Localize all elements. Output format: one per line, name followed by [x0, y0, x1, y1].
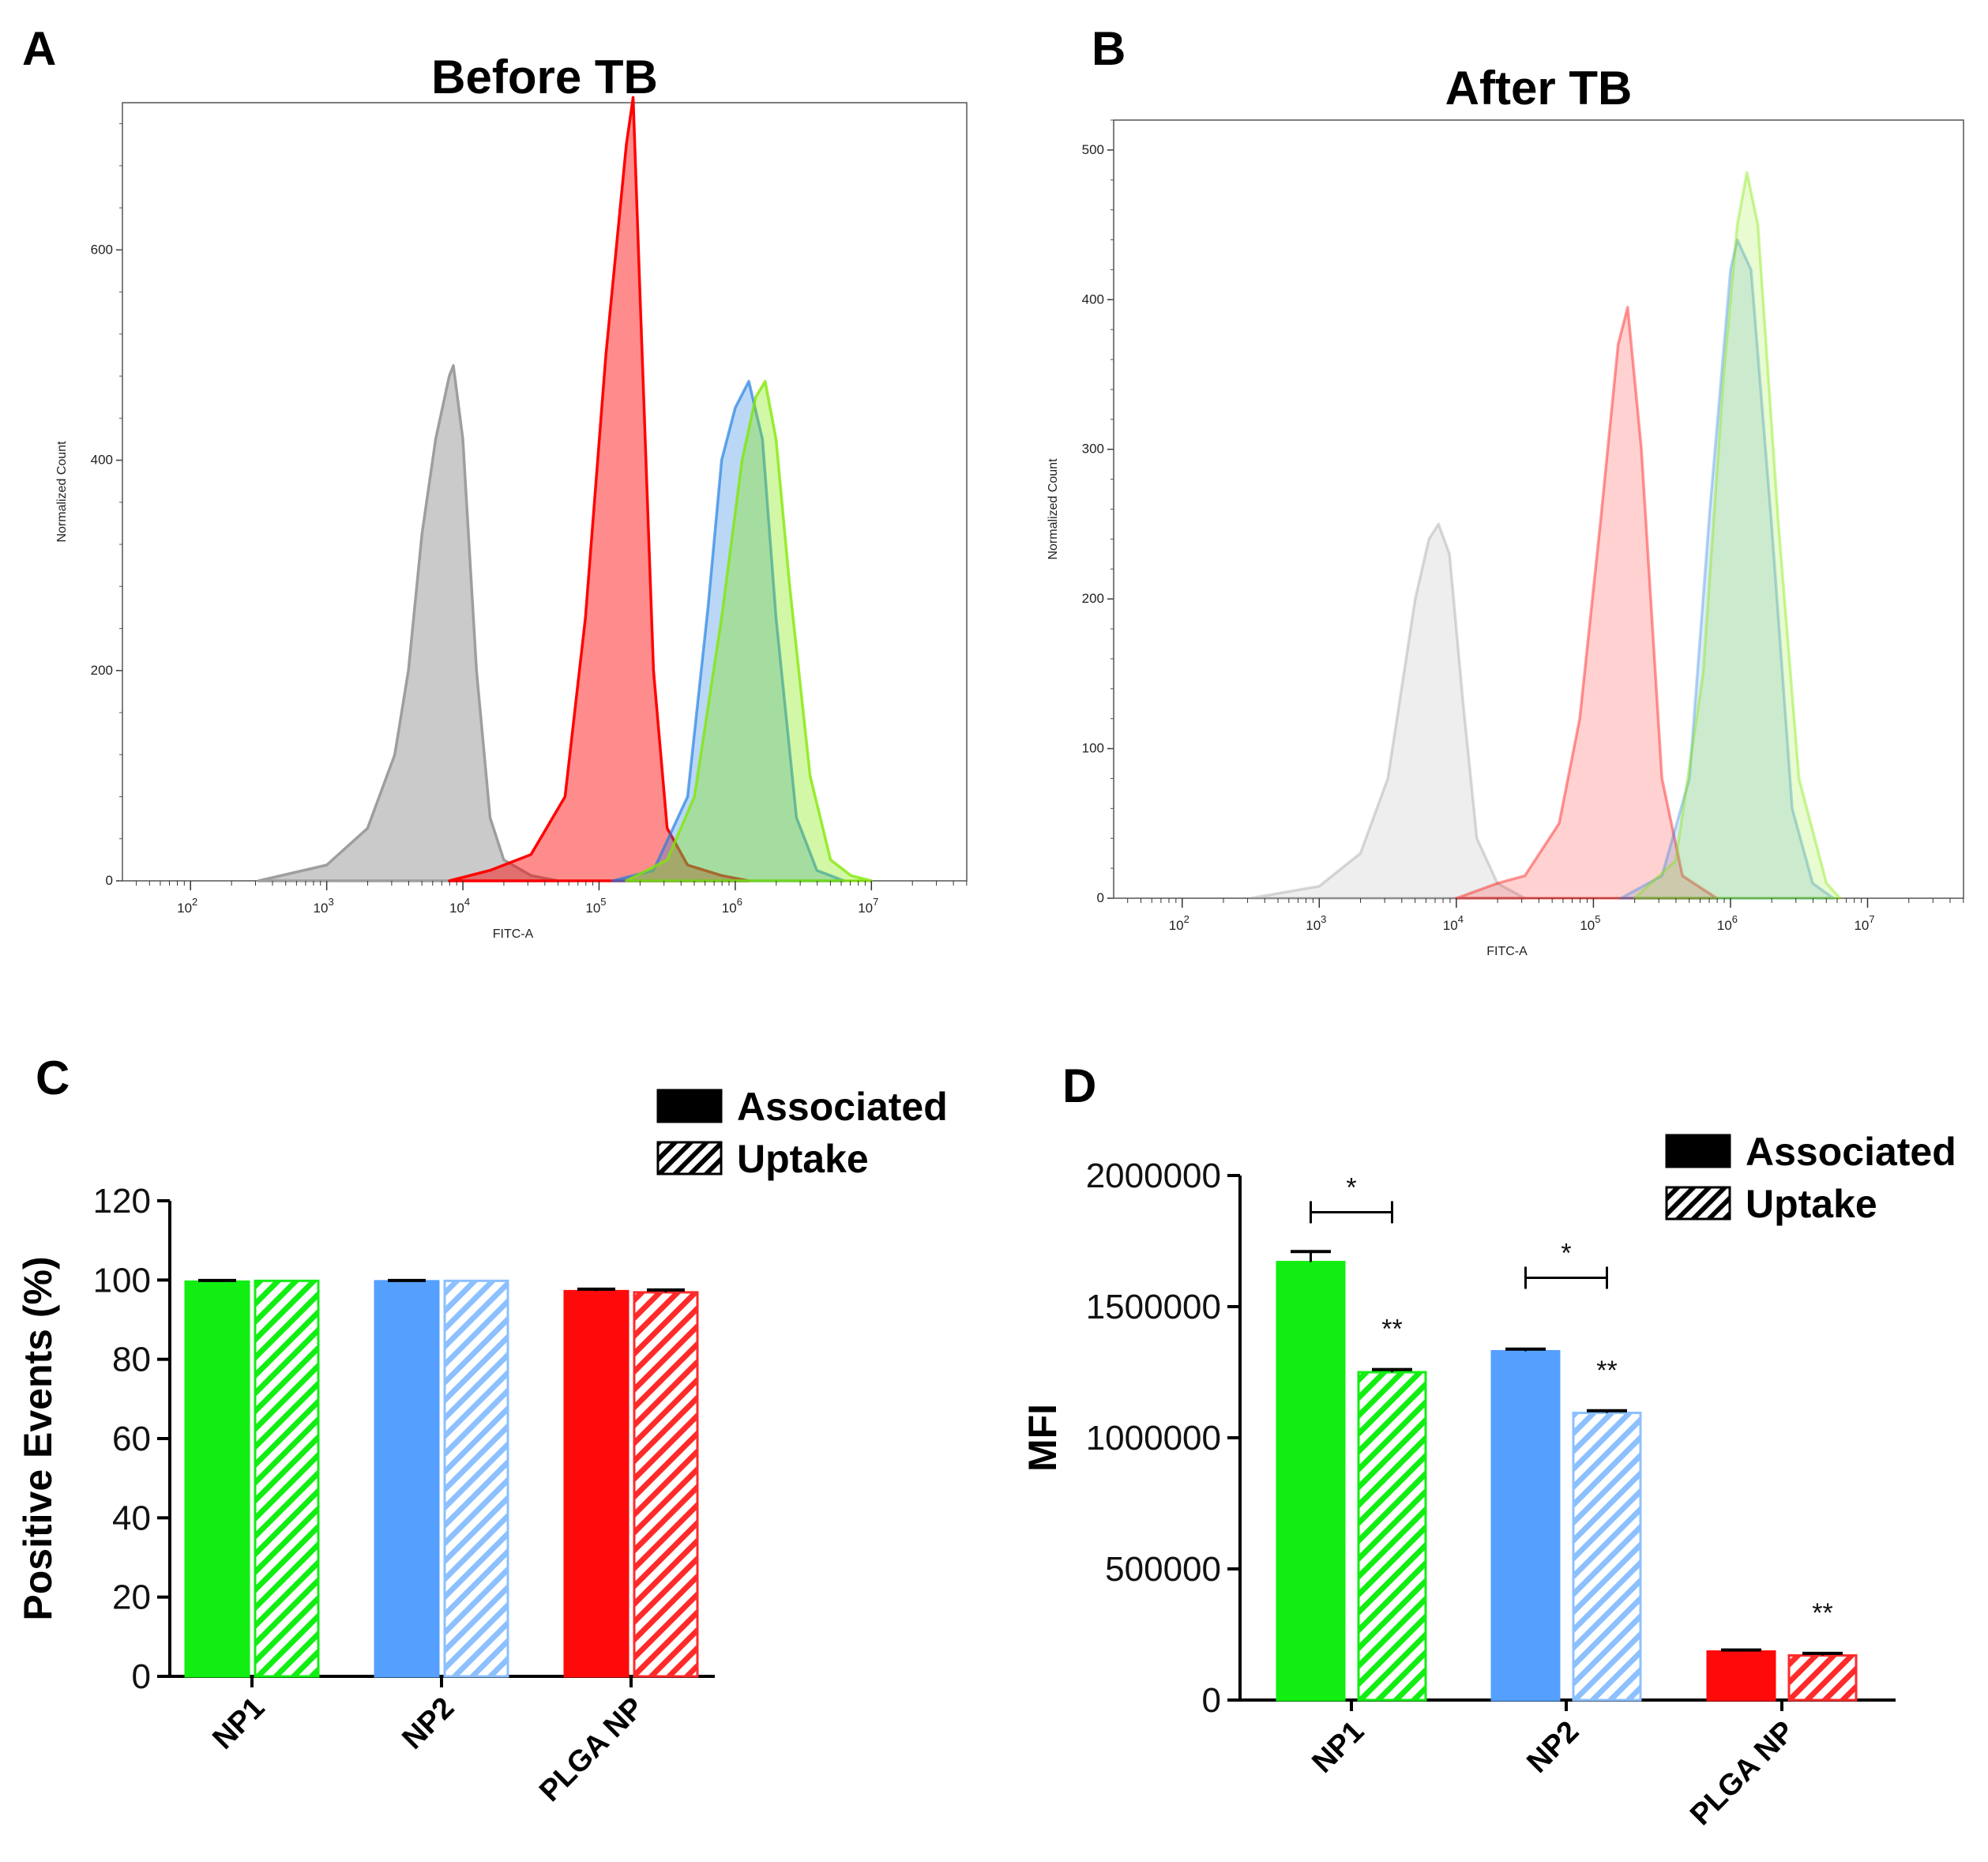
legend-swatch-uptake — [1665, 1186, 1731, 1221]
x-tick-label: 103 — [1306, 913, 1326, 933]
bar-np2-uptake — [1572, 1411, 1642, 1702]
x-tick-label: 107 — [858, 896, 878, 916]
x-tick-label: 103 — [314, 896, 334, 916]
y-tick-label: 100 — [1082, 741, 1104, 756]
bar-chart-positive-events: 0 20 40 60 80 100 120 Positive Events (%) NP1 NP2… — [16, 1085, 948, 1808]
histogram-untreated — [1249, 522, 1527, 900]
x-tick-label: NP2 — [396, 1691, 460, 1756]
y-tick-label: 0 — [132, 1657, 151, 1696]
y-tick-label: 80 — [112, 1341, 151, 1379]
plot-frame — [1113, 119, 1964, 899]
x-axis-label: FITC-A — [493, 927, 534, 941]
x-axis-label: FITC-A — [1486, 945, 1528, 958]
histogram-untreated — [257, 364, 560, 882]
legend-swatch-associated — [1665, 1134, 1731, 1168]
y-axis-label: MFI — [1020, 1404, 1065, 1472]
y-tick-label: 100 — [93, 1261, 151, 1300]
histogram-np1 — [625, 379, 874, 882]
y-axis-label: Normalized Count — [55, 441, 69, 543]
y-tick-label: 300 — [1082, 442, 1104, 457]
panel-label-b: B — [1092, 22, 1126, 75]
significance-label: ** — [1596, 1356, 1617, 1386]
x-tick-label: NP1 — [206, 1691, 271, 1756]
bar-plga-np-uptake — [633, 1291, 699, 1678]
y-tick-label: 400 — [91, 453, 113, 468]
legend-label-uptake: Uptake — [737, 1137, 869, 1181]
histogram-plga-np — [1455, 306, 1719, 900]
y-tick-label: 0 — [1202, 1681, 1221, 1720]
histogram-before-tb: Before TB 0 200 400 600 102 103 104 105 106 107 FIT… — [55, 51, 968, 941]
x-tick-label: 105 — [1580, 913, 1600, 933]
significance-label: ** — [1812, 1598, 1832, 1628]
panel-label-d: D — [1062, 1059, 1096, 1112]
y-axis-label: Normalized Count — [1047, 458, 1060, 560]
bar-np2-uptake — [443, 1279, 509, 1678]
bar-np1-uptake — [1357, 1371, 1427, 1702]
panel-label-a: A — [22, 22, 56, 75]
y-tick-label: 40 — [112, 1499, 151, 1537]
legend-swatch-uptake — [656, 1141, 723, 1176]
bar-plga-np-associated — [1706, 1650, 1776, 1702]
y-tick-label: 0 — [1097, 890, 1104, 905]
significance-label: ** — [1381, 1315, 1402, 1345]
bar-np1-associated — [1276, 1261, 1346, 1702]
histogram-np2 — [611, 379, 846, 882]
legend-label-uptake: Uptake — [1746, 1182, 1877, 1226]
panel-label-c: C — [36, 1051, 70, 1104]
x-tick-label: 102 — [177, 896, 197, 916]
significance-label: * — [1561, 1238, 1571, 1268]
significance-label: * — [1346, 1172, 1356, 1202]
chart-title: After TB — [1445, 62, 1633, 115]
x-tick-label: PLGA NP — [533, 1691, 650, 1808]
y-tick-label: 1000000 — [1086, 1419, 1221, 1458]
x-tick-label: 102 — [1169, 913, 1189, 933]
y-tick-label: 200 — [1082, 591, 1104, 606]
x-tick-label: 106 — [722, 896, 742, 916]
y-tick-label: 600 — [91, 242, 113, 257]
y-tick-label: 0 — [106, 873, 113, 888]
y-axis-label: Positive Events (%) — [16, 1256, 60, 1620]
histogram-after-tb: After TB 0 100 200 300 400 500 102 103 104 105 106 1… — [1047, 62, 1964, 958]
histogram-np1 — [1633, 171, 1842, 900]
x-tick-label: 107 — [1854, 913, 1874, 933]
y-tick-label: 120 — [93, 1182, 151, 1221]
bar-chart-mfi: 0 500000 1000000 1500000 2000000 MFI NP1 NP2 PLG… — [1020, 1130, 1956, 1832]
y-tick-label: 200 — [91, 663, 113, 678]
y-tick-label: 500 — [1082, 142, 1104, 157]
bar-np1-uptake — [254, 1279, 320, 1678]
x-tick-label: PLGA NP — [1684, 1715, 1801, 1832]
plot-frame — [122, 102, 968, 882]
chart-title: Before TB — [431, 51, 658, 103]
x-tick-label: 104 — [1443, 913, 1464, 933]
x-tick-label: 104 — [449, 896, 470, 916]
bar-np1-associated — [184, 1280, 250, 1678]
bar-np2-associated — [1490, 1349, 1561, 1702]
y-tick-label: 1500000 — [1086, 1288, 1221, 1326]
histogram-plga-np — [448, 96, 750, 882]
bar-np2-associated — [374, 1280, 440, 1678]
y-tick-label: 400 — [1082, 292, 1104, 307]
histogram-np2 — [1619, 238, 1835, 900]
x-tick-label: NP2 — [1520, 1715, 1585, 1780]
y-tick-label: 500000 — [1105, 1550, 1221, 1589]
y-tick-label: 2000000 — [1086, 1157, 1221, 1195]
legend-label-associated: Associated — [1746, 1130, 1956, 1174]
legend-label-associated: Associated — [737, 1085, 948, 1129]
y-tick-label: 20 — [112, 1578, 151, 1617]
legend-swatch-associated — [656, 1089, 723, 1123]
bar-plga-np-uptake — [1787, 1654, 1858, 1702]
bar-plga-np-associated — [563, 1289, 629, 1678]
x-tick-label: 106 — [1717, 913, 1738, 933]
x-tick-label: 105 — [585, 896, 606, 916]
x-tick-label: NP1 — [1306, 1715, 1370, 1780]
y-tick-label: 60 — [112, 1420, 151, 1458]
